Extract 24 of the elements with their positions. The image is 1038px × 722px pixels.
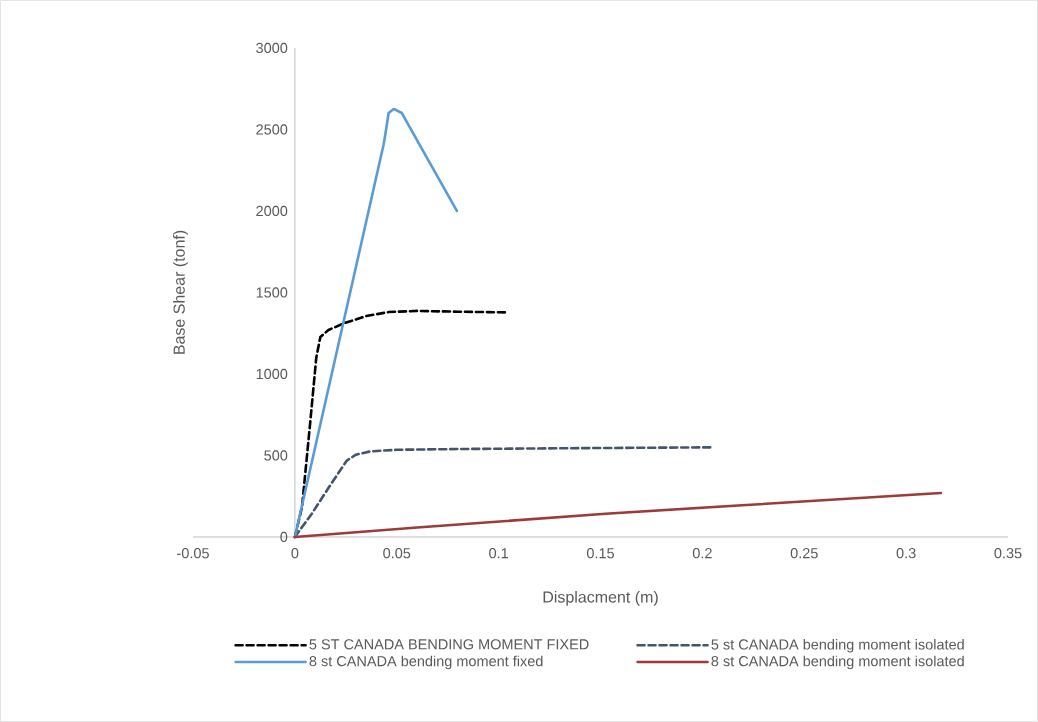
y-tick-label: 2000 [256,205,288,217]
y-tick-label: 3000 [256,42,288,54]
x-tick-label: 0 [291,548,299,559]
y-tick-label: 1000 [256,368,288,380]
x-axis-title: Displacment (m) [543,590,658,606]
legend-label: 5 ST CANADA BENDING MOMENT FIXED [309,639,589,650]
y-tick-label: 1500 [256,287,288,298]
y-axis-title: Base Shear (tonf) [173,230,188,354]
x-tick-label: 0.05 [383,548,411,559]
x-tick-label: 0.25 [790,548,818,559]
line-series [293,107,459,539]
y-tick-label: 0 [280,531,288,543]
legend-label: 8 st CANADA bending moment isolated [711,655,964,670]
legend-label: 8 st CANADA bending moment fixed [309,655,543,670]
x-tick-label: -0.05 [177,548,209,559]
x-tick-label: 0.15 [586,548,615,559]
x-tick-label: 0.2 [692,548,712,559]
legend-label: 5 st CANADA bending moment isolated [711,638,964,653]
y-tick-label: 500 [264,450,288,461]
x-tick-label: 0.3 [896,548,916,559]
x-tick-label: 0.35 [994,548,1022,559]
x-tick-label: 0.1 [489,548,509,559]
y-tick-label: 2500 [256,124,288,135]
line-series [293,491,943,539]
